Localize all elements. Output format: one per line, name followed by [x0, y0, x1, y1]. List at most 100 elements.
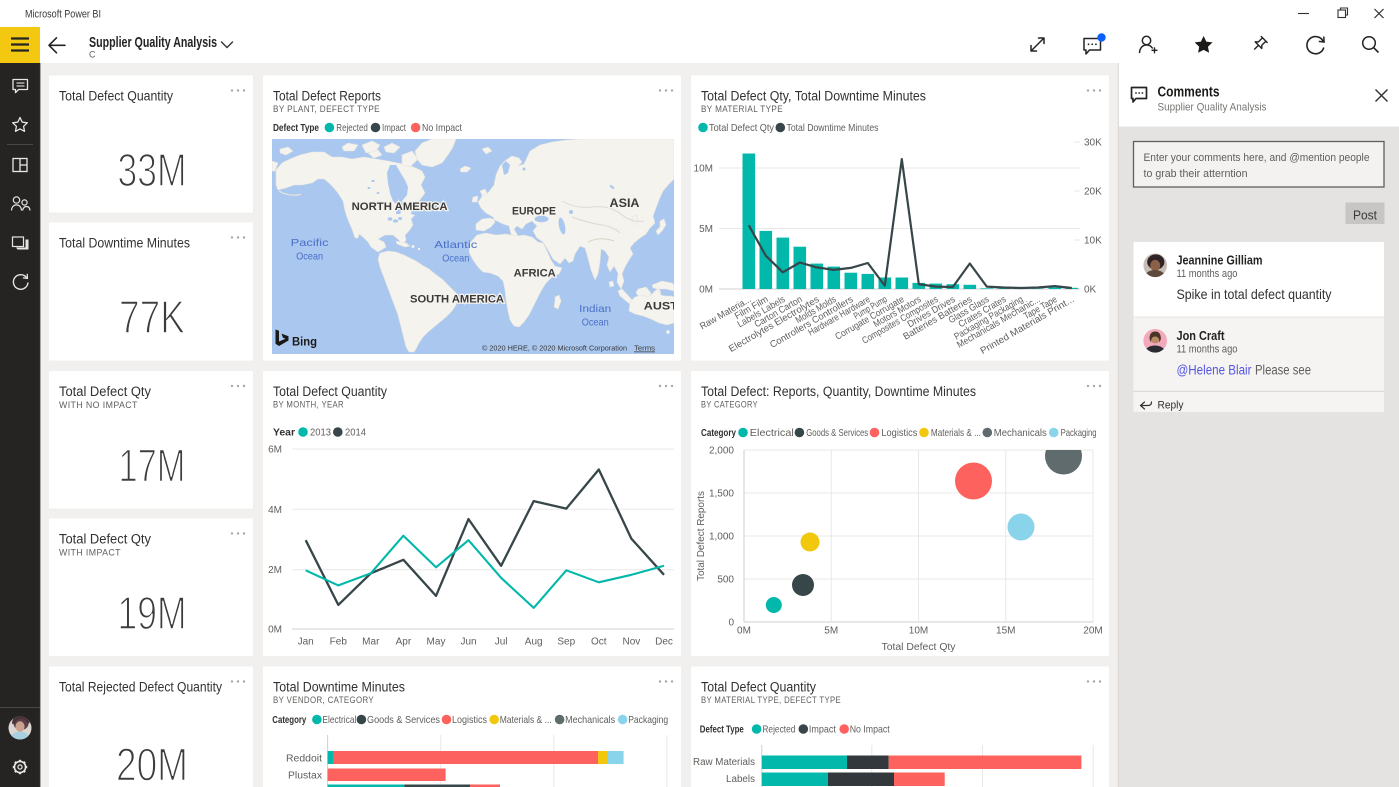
svg-text:Jun: Jun — [460, 637, 476, 648]
svg-text:Logistics: Logistics — [881, 427, 917, 439]
svg-text:2014: 2014 — [345, 427, 366, 439]
svg-text:500: 500 — [717, 575, 734, 586]
svg-text:BY PLANT, DEFECT TYPE: BY PLANT, DEFECT TYPE — [273, 104, 380, 114]
svg-text:Dec: Dec — [655, 637, 673, 648]
svg-text:20M: 20M — [116, 739, 188, 787]
svg-text:Year: Year — [273, 427, 295, 439]
svg-text:Packaging: Packaging — [628, 714, 668, 726]
svg-text:WITH NO IMPACT: WITH NO IMPACT — [59, 400, 138, 410]
svg-text:2013: 2013 — [310, 427, 331, 439]
svg-text:Total Defect Quantity: Total Defect Quantity — [701, 680, 816, 695]
svg-text:ASIA: ASIA — [610, 198, 640, 210]
svg-text:0K: 0K — [1084, 285, 1097, 296]
svg-text:4M: 4M — [268, 505, 282, 516]
svg-text:Sep: Sep — [557, 637, 575, 648]
svg-text:Materials & ...: Materials & ... — [500, 714, 552, 726]
svg-text:Mechanicals: Mechanicals — [565, 714, 615, 726]
svg-text:1,500: 1,500 — [709, 489, 734, 500]
svg-text:Total Downtime Minutes: Total Downtime Minutes — [59, 236, 190, 251]
svg-text:to grab their atterntion: to grab their atterntion — [1144, 168, 1248, 180]
svg-text:AFRICA: AFRICA — [514, 267, 556, 279]
svg-text:Defect Type: Defect Type — [700, 724, 744, 736]
svg-text:10M: 10M — [694, 164, 713, 175]
svg-text:Total Defect Qty: Total Defect Qty — [709, 122, 775, 134]
svg-text:Total Defect Quantity: Total Defect Quantity — [273, 384, 387, 399]
svg-text:5M: 5M — [824, 626, 838, 637]
svg-text:30K: 30K — [1084, 138, 1102, 149]
svg-text:2M: 2M — [268, 565, 282, 576]
svg-text:0: 0 — [728, 618, 734, 629]
svg-text:Impact: Impact — [382, 122, 406, 134]
svg-text:10M: 10M — [909, 626, 928, 637]
svg-text:BY MONTH, YEAR: BY MONTH, YEAR — [273, 400, 344, 410]
svg-text:Total Defect Qty: Total Defect Qty — [59, 532, 151, 547]
svg-text:BY MATERIAL TYPE: BY MATERIAL TYPE — [701, 104, 783, 114]
svg-text:Spike in total defect quantity: Spike in total defect quantity — [1177, 287, 1332, 302]
svg-text:EUROPE: EUROPE — [512, 205, 556, 217]
svg-text:1,000: 1,000 — [709, 532, 734, 543]
svg-text:Total Defect Qty: Total Defect Qty — [59, 384, 151, 399]
svg-text:Goods & Services: Goods & Services — [367, 714, 440, 726]
svg-text:0M: 0M — [699, 285, 713, 296]
svg-text:Jon Craft: Jon Craft — [1177, 328, 1226, 343]
svg-text:© 2020 HERE, © 2020 Microsoft: © 2020 HERE, © 2020 Microsoft Corporatio… — [482, 344, 627, 353]
svg-text:No Impact: No Impact — [850, 724, 890, 736]
svg-text:No Impact: No Impact — [422, 122, 462, 134]
svg-text:C: C — [89, 50, 96, 60]
svg-text:11 months ago: 11 months ago — [1177, 268, 1238, 280]
svg-text:Jul: Jul — [495, 637, 508, 648]
svg-text:Goods & Services: Goods & Services — [806, 427, 868, 439]
svg-text:Ocean: Ocean — [582, 317, 609, 329]
svg-text:Total Downtime Minutes: Total Downtime Minutes — [787, 122, 879, 134]
svg-text:WITH IMPACT: WITH IMPACT — [59, 548, 121, 558]
svg-text:Category: Category — [701, 427, 736, 439]
svg-text:Apr: Apr — [396, 637, 412, 648]
svg-text:Raw Materials: Raw Materials — [693, 757, 755, 768]
svg-text:Electrical: Electrical — [750, 427, 794, 439]
svg-text:0M: 0M — [268, 625, 282, 636]
svg-text:Rejected: Rejected — [336, 122, 368, 134]
svg-text:Plustax: Plustax — [288, 771, 322, 782]
svg-text:Defect Type: Defect Type — [273, 122, 319, 134]
svg-text:Electrical: Electrical — [322, 714, 356, 726]
svg-text:15M: 15M — [996, 626, 1015, 637]
svg-text:May: May — [427, 637, 446, 648]
svg-text:AUST: AUST — [644, 300, 678, 312]
svg-text:20M: 20M — [1083, 626, 1102, 637]
svg-text:77K: 77K — [119, 291, 185, 343]
svg-text:Please see: Please see — [1255, 363, 1311, 378]
svg-text:Reply: Reply — [1158, 400, 1185, 412]
svg-text:Total Rejected Defect Quantity: Total Rejected Defect Quantity — [59, 680, 222, 695]
svg-text:2,000: 2,000 — [709, 446, 734, 457]
svg-text:BY VENDOR, CATEGORY: BY VENDOR, CATEGORY — [273, 695, 374, 705]
svg-text:Total Downtime Minutes: Total Downtime Minutes — [273, 680, 405, 695]
svg-text:Total Defect Reports: Total Defect Reports — [696, 491, 707, 581]
svg-text:10K: 10K — [1084, 236, 1102, 247]
svg-text:Supplier Quality Analysis: Supplier Quality Analysis — [89, 34, 217, 51]
svg-text:Jan: Jan — [298, 637, 314, 648]
svg-text:Post: Post — [1353, 209, 1378, 223]
svg-text:Aug: Aug — [525, 637, 543, 648]
svg-text:Mar: Mar — [362, 637, 380, 648]
svg-text:Materials & ...: Materials & ... — [931, 427, 981, 439]
svg-text:Jeannine Gilliam: Jeannine Gilliam — [1177, 253, 1263, 268]
svg-text:BY MATERIAL TYPE, DEFECT TYPE: BY MATERIAL TYPE, DEFECT TYPE — [701, 695, 841, 705]
svg-text:Packaging: Packaging — [1061, 427, 1097, 439]
svg-text:33M: 33M — [118, 144, 187, 196]
svg-text:11 months ago: 11 months ago — [1177, 344, 1238, 356]
svg-text:20K: 20K — [1084, 187, 1102, 198]
svg-text:6M: 6M — [268, 445, 282, 456]
svg-text:0M: 0M — [737, 626, 751, 637]
svg-text:Supplier Quality Analysis: Supplier Quality Analysis — [1158, 102, 1267, 114]
svg-text:Nov: Nov — [623, 637, 641, 648]
svg-text:Total Defect Reports: Total Defect Reports — [273, 89, 381, 104]
svg-text:Pacific: Pacific — [291, 237, 329, 249]
svg-text:Reddoit: Reddoit — [286, 754, 322, 765]
svg-text:Terms: Terms — [634, 344, 655, 353]
svg-text:Category: Category — [272, 714, 306, 726]
svg-text:Ocean: Ocean — [442, 253, 469, 265]
svg-text:Bing: Bing — [292, 335, 317, 349]
svg-text:Logistics: Logistics — [452, 714, 487, 726]
svg-text:NORTH AMERICA: NORTH AMERICA — [352, 201, 448, 213]
svg-text:Total Defect: Reports, Quantit: Total Defect: Reports, Quantity, Downtim… — [701, 384, 976, 399]
